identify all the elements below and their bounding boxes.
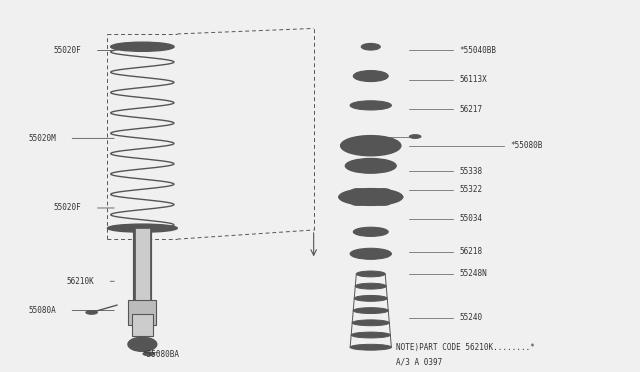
Ellipse shape — [136, 341, 149, 348]
Text: 55248N: 55248N — [460, 269, 487, 279]
Text: 55020M: 55020M — [28, 134, 56, 143]
Ellipse shape — [389, 195, 403, 199]
Text: 55322: 55322 — [460, 185, 483, 194]
Bar — [135, 228, 150, 325]
Text: 55020F: 55020F — [54, 46, 81, 55]
Text: NOTE)PART CODE 56210K........*: NOTE)PART CODE 56210K........* — [396, 343, 535, 352]
Text: 55020F: 55020F — [54, 203, 81, 212]
Ellipse shape — [361, 44, 380, 50]
Ellipse shape — [350, 344, 392, 350]
Ellipse shape — [376, 201, 390, 206]
Ellipse shape — [351, 189, 365, 193]
Text: *55040BB: *55040BB — [460, 46, 497, 55]
Ellipse shape — [351, 332, 390, 338]
Bar — [132, 314, 152, 336]
Ellipse shape — [350, 192, 392, 202]
Ellipse shape — [340, 136, 401, 156]
Text: 55240: 55240 — [460, 314, 483, 323]
Ellipse shape — [363, 143, 379, 148]
Text: 56210K: 56210K — [66, 277, 94, 286]
Ellipse shape — [351, 201, 365, 206]
Ellipse shape — [355, 295, 387, 301]
Ellipse shape — [356, 271, 385, 277]
Text: *55080BA: *55080BA — [142, 350, 179, 359]
Ellipse shape — [355, 283, 386, 289]
Text: *55080B: *55080B — [510, 141, 543, 150]
Ellipse shape — [339, 189, 403, 205]
Ellipse shape — [86, 311, 97, 314]
Ellipse shape — [350, 101, 392, 110]
Ellipse shape — [346, 158, 396, 173]
Ellipse shape — [352, 139, 390, 152]
Ellipse shape — [111, 42, 174, 51]
Ellipse shape — [128, 337, 157, 351]
Text: 56113X: 56113X — [460, 75, 487, 84]
Ellipse shape — [353, 71, 388, 81]
Ellipse shape — [352, 320, 389, 326]
Text: 55080A: 55080A — [28, 306, 56, 315]
Text: 56217: 56217 — [460, 105, 483, 113]
Ellipse shape — [339, 195, 353, 199]
Ellipse shape — [353, 308, 388, 314]
Ellipse shape — [376, 189, 390, 193]
Ellipse shape — [353, 227, 388, 236]
Text: 56218: 56218 — [460, 247, 483, 256]
Ellipse shape — [363, 230, 379, 234]
Text: A/3 A 0397: A/3 A 0397 — [396, 357, 442, 366]
Ellipse shape — [410, 135, 421, 138]
Text: 55338: 55338 — [460, 167, 483, 176]
Ellipse shape — [350, 248, 392, 259]
Text: 55034: 55034 — [460, 215, 483, 224]
Bar — [129, 299, 156, 325]
Ellipse shape — [358, 162, 383, 170]
Ellipse shape — [361, 73, 380, 79]
Ellipse shape — [143, 352, 154, 356]
Ellipse shape — [108, 224, 177, 232]
Ellipse shape — [361, 251, 380, 256]
Ellipse shape — [362, 103, 380, 108]
